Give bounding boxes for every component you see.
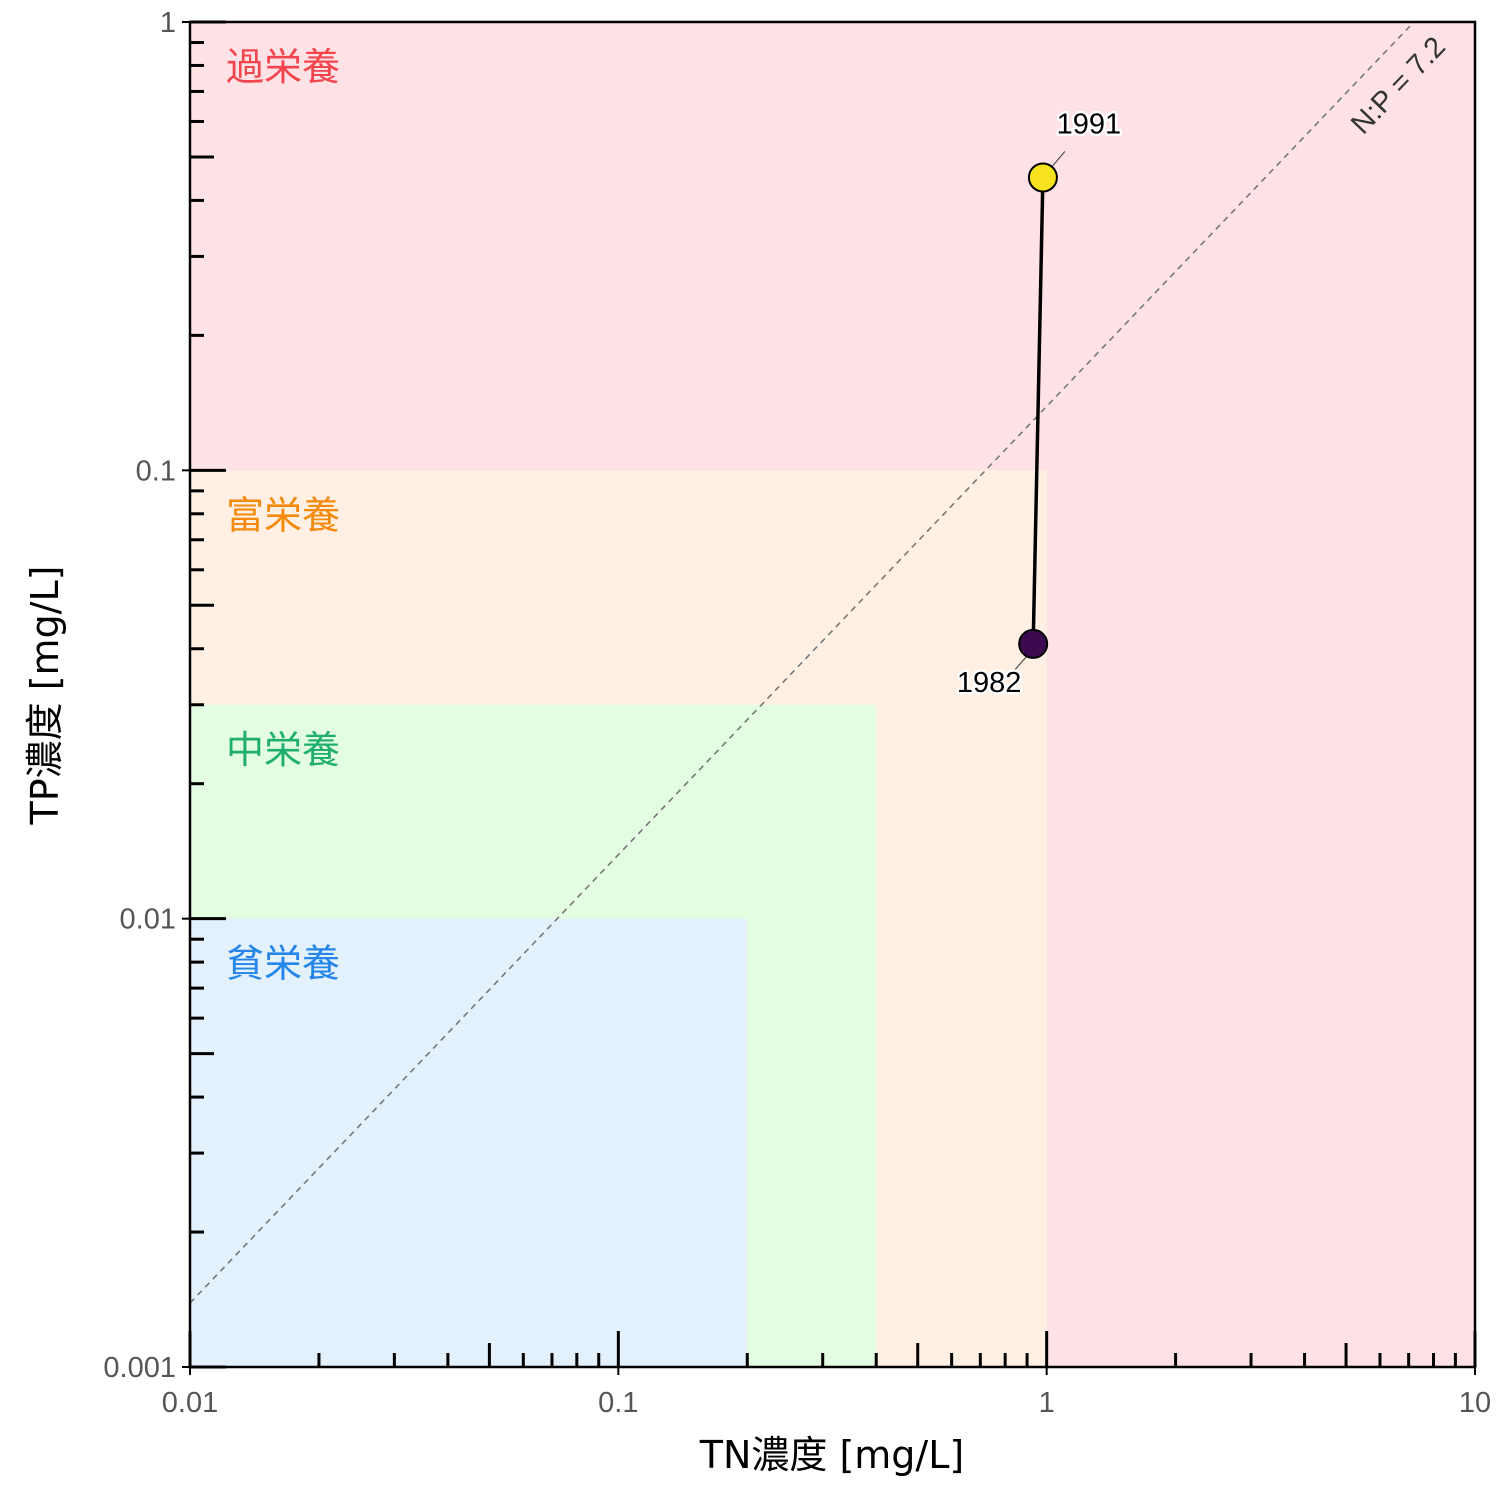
point-label-1991: 1991 <box>1057 108 1122 140</box>
x-tick-label: 0.01 <box>162 1387 218 1419</box>
zone-label-1: 富栄養 <box>226 493 340 537</box>
x-tick-label: 1 <box>1039 1387 1055 1419</box>
x-tick-label: 10 <box>1459 1387 1491 1419</box>
y-tick-label: 0.1 <box>136 455 176 487</box>
point-leader-1982 <box>1010 655 1028 675</box>
series-line-0 <box>1031 177 1045 644</box>
zone-3 <box>190 918 748 1367</box>
y-axis-title: TP濃度 [mg/L] <box>23 566 67 826</box>
trophic-zones <box>190 22 1475 1367</box>
zone-label-0: 過栄養 <box>226 45 340 89</box>
x-axis-title: TN濃度 [mg/L] <box>699 1433 964 1477</box>
y-tick-label: 0.001 <box>103 1352 176 1384</box>
point-1991 <box>1027 162 1058 193</box>
x-axis: 0.01 0.1 1 10 <box>162 1331 1491 1419</box>
y-axis: 0.001 0.01 0.1 1 <box>103 7 226 1384</box>
zone-label-3: 貧栄養 <box>226 942 340 986</box>
zone-label-2: 中栄養 <box>226 728 340 772</box>
plot-frame <box>188 20 1477 1369</box>
y-tick-label: 0.01 <box>120 904 176 936</box>
point-label-1982: 1982 <box>957 667 1022 699</box>
point-1982 <box>1018 628 1049 659</box>
data-series: 1982 1991 <box>954 106 1123 701</box>
x-tick-label: 0.1 <box>598 1387 638 1419</box>
np-ratio-line <box>189 21 1415 1304</box>
y-tick-label: 1 <box>160 7 176 39</box>
